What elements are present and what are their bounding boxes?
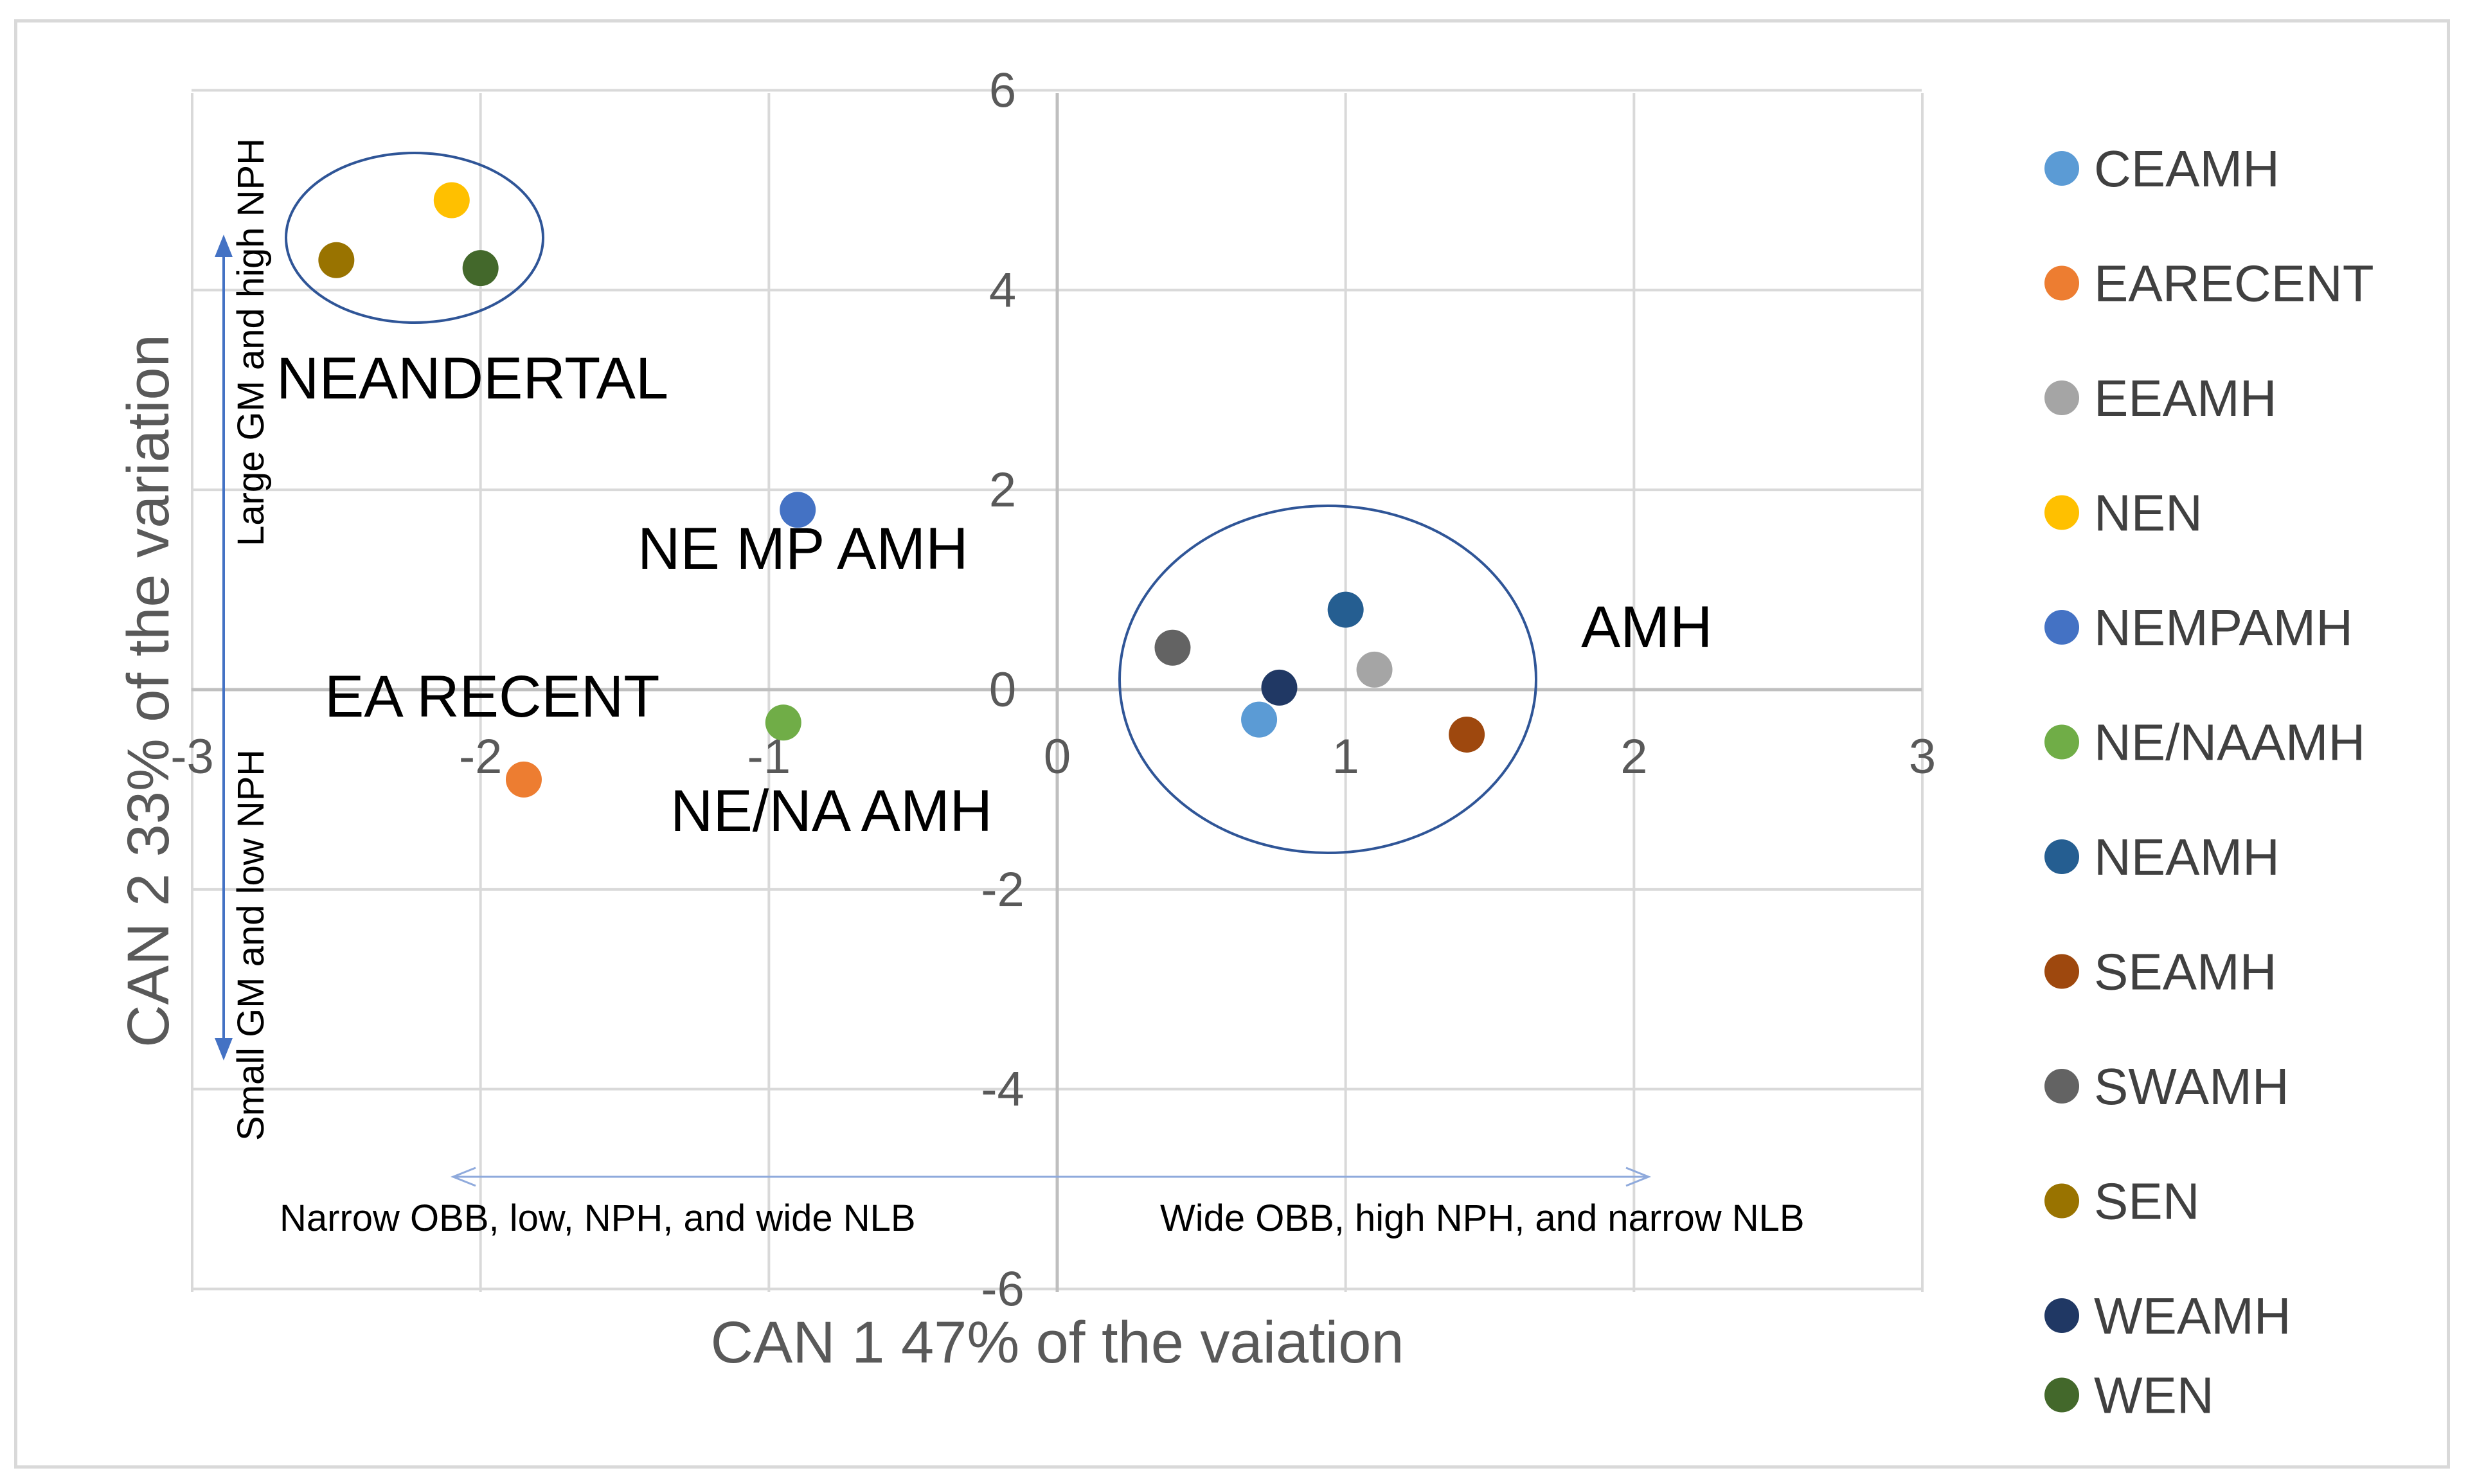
x-axis-title: CAN 1 47% of the vaiation bbox=[710, 1310, 1404, 1375]
legend-item: CEAMH bbox=[2044, 140, 2280, 197]
legend-item: SWAMH bbox=[2044, 1058, 2289, 1115]
legend-marker bbox=[2044, 151, 2079, 186]
legend-item: WEAMH bbox=[2044, 1287, 2291, 1345]
y-tick-label: 4 bbox=[989, 263, 1016, 317]
x-tick-label: -2 bbox=[459, 729, 503, 784]
amh-group-ellipse bbox=[1118, 505, 1537, 854]
note-x-left: Narrow OBB, low, NPH, and wide NLB bbox=[280, 1197, 916, 1239]
point-eeamh bbox=[1356, 651, 1393, 688]
legend-label: CEAMH bbox=[2094, 140, 2280, 197]
legend-label: SEAMH bbox=[2094, 943, 2277, 1001]
legend-marker bbox=[2044, 1298, 2079, 1333]
legend-label: EEAMH bbox=[2094, 370, 2277, 427]
note-x-right: Wide OBB, high NPH, and narrow NLB bbox=[1160, 1197, 1805, 1239]
legend-label: SEN bbox=[2094, 1173, 2200, 1230]
legend-marker bbox=[2044, 265, 2079, 301]
point-neamh bbox=[1327, 591, 1364, 628]
legend-item: NEN bbox=[2044, 485, 2203, 542]
x-tick-label: -3 bbox=[170, 729, 214, 784]
x-direction-arrow bbox=[450, 1167, 1652, 1187]
legend-marker bbox=[2044, 380, 2079, 415]
legend-marker bbox=[2044, 1069, 2079, 1104]
legend-label: NEAMH bbox=[2094, 828, 2280, 886]
y-tick-label: 2 bbox=[989, 463, 1016, 517]
legend-item: SEAMH bbox=[2044, 943, 2277, 1001]
point-ne-naamh bbox=[765, 704, 801, 741]
point-nen bbox=[433, 182, 470, 219]
y-tick-label: -2 bbox=[981, 863, 1024, 917]
legend-label: NEMPAMH bbox=[2094, 599, 2353, 656]
legend: CEAMH EARECENT EEAMH NEN NEMPAMH NE/NAAMH NEAM… bbox=[2044, 140, 2374, 1424]
point-ceamh bbox=[1241, 701, 1278, 738]
legend-label: SWAMH bbox=[2094, 1058, 2289, 1115]
legend-item: NEMPAMH bbox=[2044, 599, 2353, 656]
x-tick-label: 1 bbox=[1332, 729, 1359, 784]
legend-marker bbox=[2044, 839, 2079, 874]
note-y-bottom: Small GM and low NPH bbox=[230, 749, 272, 1141]
chart-frame bbox=[14, 19, 2450, 1469]
neandertal-group-ellipse bbox=[285, 152, 544, 324]
legend-label: EARECENT bbox=[2094, 255, 2374, 312]
y-tick-label: 6 bbox=[989, 64, 1016, 118]
label-ne-na-amh: NE/NA AMH bbox=[670, 778, 992, 844]
legend-marker bbox=[2044, 1377, 2079, 1413]
legend-label: NE/NAAMH bbox=[2094, 714, 2365, 771]
y-tick-label: -6 bbox=[981, 1262, 1024, 1317]
axes bbox=[192, 93, 1922, 1292]
legend-marker bbox=[2044, 724, 2079, 760]
label-neandertal: NEANDERTAL bbox=[276, 346, 668, 411]
y-tick-label: 0 bbox=[989, 663, 1016, 717]
point-sen bbox=[318, 242, 355, 278]
y-axis-title: CAN 2 33% of the variation bbox=[116, 334, 181, 1048]
y-direction-arrow bbox=[215, 235, 233, 1060]
x-tick-label: 0 bbox=[1044, 729, 1071, 784]
legend-marker bbox=[2044, 610, 2079, 645]
label-ne-mp-amh: NE MP AMH bbox=[638, 516, 969, 582]
legend-label: WEN bbox=[2094, 1367, 2214, 1424]
legend-item: NE/NAAMH bbox=[2044, 714, 2365, 771]
point-weamh bbox=[1261, 669, 1298, 706]
y-tick-label: -4 bbox=[981, 1062, 1024, 1117]
legend-label: WEAMH bbox=[2094, 1287, 2291, 1345]
label-amh: AMH bbox=[1581, 594, 1712, 660]
legend-item: EEAMH bbox=[2044, 370, 2277, 427]
note-y-top: Large GM and high NPH bbox=[230, 138, 272, 546]
legend-item: EARECENT bbox=[2044, 255, 2374, 312]
legend-label: NEN bbox=[2094, 485, 2203, 542]
x-tick-label: 2 bbox=[1620, 729, 1647, 784]
point-nempamh bbox=[780, 492, 816, 528]
data-points bbox=[318, 182, 1485, 798]
label-ea-recent: EA RECENT bbox=[325, 664, 659, 729]
legend-item: NEAMH bbox=[2044, 828, 2280, 886]
point-earecent bbox=[505, 761, 542, 798]
legend-item: WEN bbox=[2044, 1367, 2214, 1424]
point-wen bbox=[462, 250, 499, 287]
legend-marker bbox=[2044, 1183, 2079, 1219]
point-swamh bbox=[1154, 629, 1191, 666]
legend-marker bbox=[2044, 954, 2079, 989]
x-tick-label: 3 bbox=[1909, 729, 1936, 784]
legend-item: SEN bbox=[2044, 1173, 2200, 1230]
point-seamh bbox=[1449, 716, 1485, 753]
legend-marker bbox=[2044, 495, 2079, 530]
